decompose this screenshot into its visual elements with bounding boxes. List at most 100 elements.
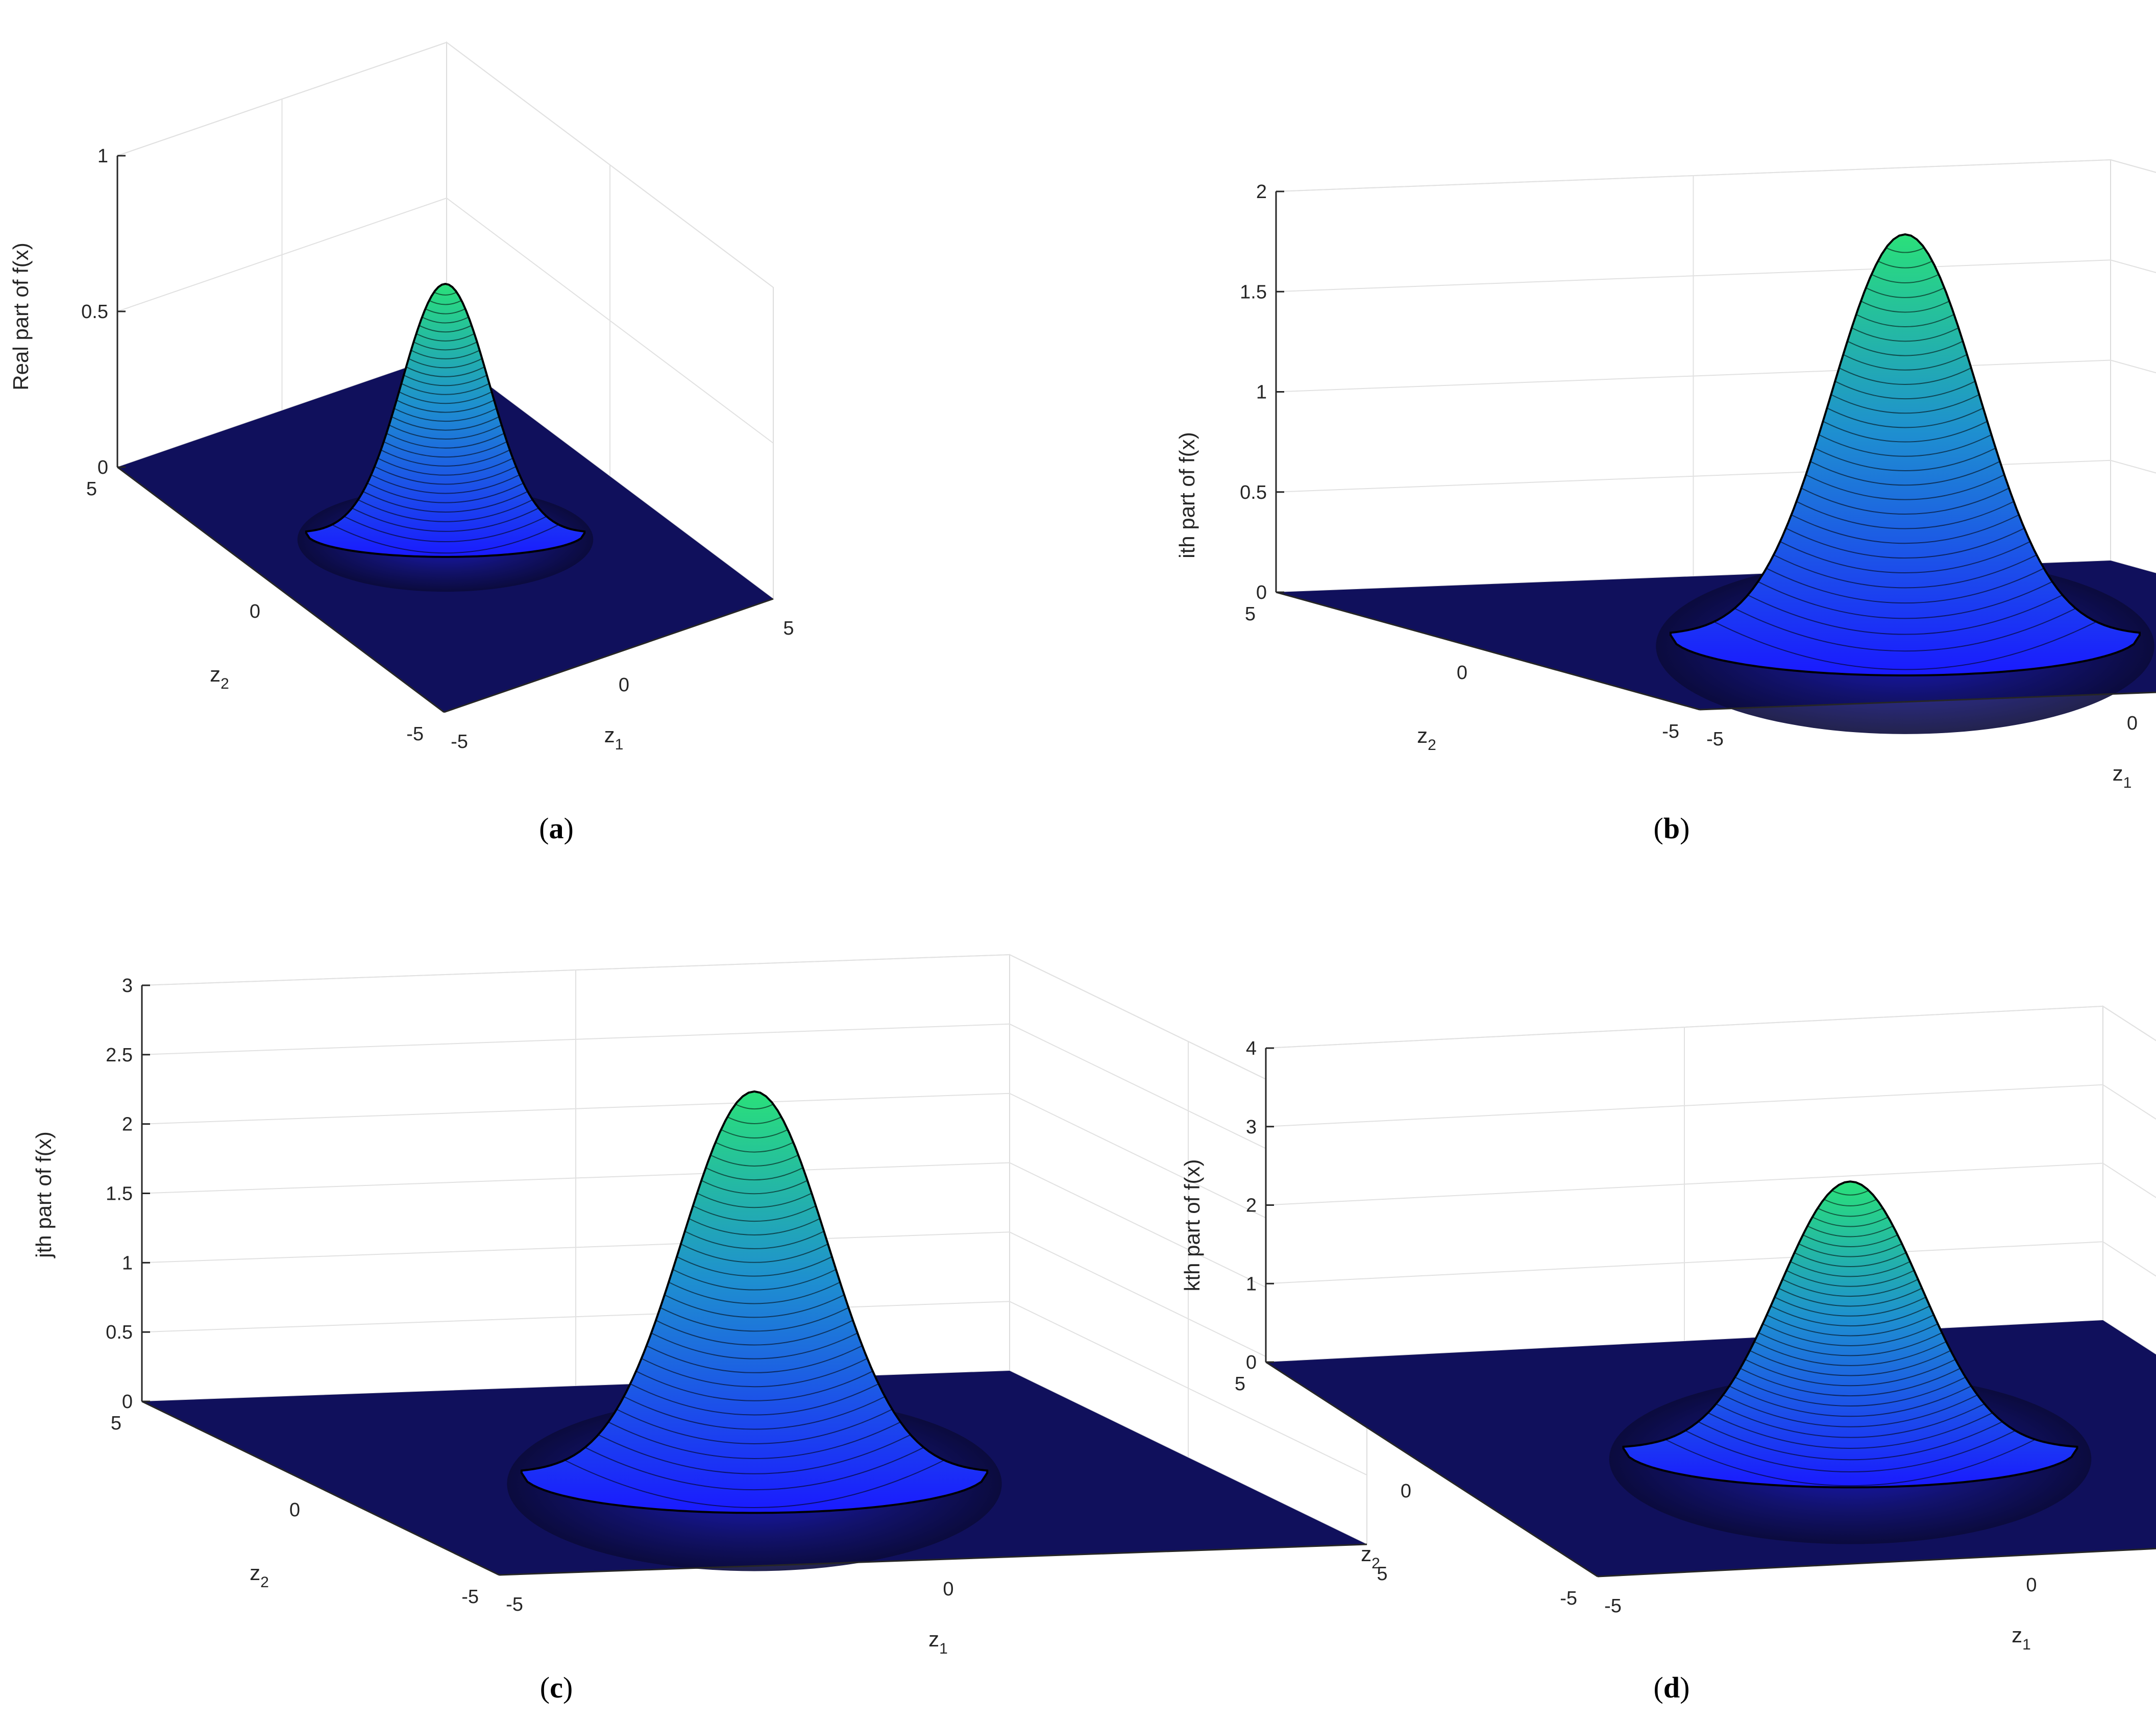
mesh-line bbox=[1698, 1421, 2003, 1461]
mesh-line bbox=[391, 416, 500, 431]
mesh-line bbox=[388, 424, 502, 440]
y-tick-label: 5 bbox=[86, 478, 97, 500]
mesh-line bbox=[1780, 541, 2030, 573]
z-gridline bbox=[117, 41, 774, 288]
mesh-line bbox=[1830, 394, 1980, 414]
mesh-line bbox=[357, 499, 533, 522]
mesh-line bbox=[344, 516, 547, 542]
mesh-line bbox=[630, 1383, 879, 1416]
x-axis-line bbox=[444, 598, 774, 713]
mesh-line bbox=[641, 1358, 868, 1388]
mesh-line bbox=[401, 383, 490, 395]
mesh-line bbox=[1790, 1261, 1910, 1277]
mesh-line bbox=[1796, 501, 2014, 529]
z-gridline bbox=[1276, 459, 2156, 493]
z-gridline bbox=[141, 1301, 1367, 1476]
surface-peak bbox=[1670, 233, 2141, 676]
y-tick-label: -5 bbox=[406, 723, 424, 745]
z-tick-label: 3 bbox=[1246, 1117, 1257, 1138]
mesh-line bbox=[1770, 1305, 1930, 1327]
x-axis-line bbox=[499, 1543, 1367, 1576]
mesh-line bbox=[646, 1345, 863, 1373]
mesh-line bbox=[1723, 1394, 1978, 1427]
mesh-line bbox=[1823, 421, 1988, 443]
mesh-line bbox=[1758, 1332, 1943, 1356]
mesh-line bbox=[1739, 1368, 1961, 1397]
y-axis-label: z2 bbox=[1417, 723, 1436, 754]
y-tick-label: 5 bbox=[111, 1413, 121, 1434]
mesh-line bbox=[1747, 594, 2063, 635]
mesh-line bbox=[399, 391, 492, 404]
mesh-line bbox=[1782, 1279, 1919, 1297]
z-tick-label: 1 bbox=[97, 145, 108, 167]
mesh-line bbox=[564, 1460, 945, 1508]
z-tick-label: 0 bbox=[122, 1391, 133, 1413]
mesh-line bbox=[367, 482, 524, 503]
z-tick-label: 0.5 bbox=[1240, 482, 1267, 503]
z-tick-label: 0.5 bbox=[106, 1322, 133, 1343]
z-tick-label: 1.5 bbox=[106, 1183, 133, 1205]
mesh-line bbox=[429, 300, 462, 305]
mesh-line bbox=[1812, 1217, 1889, 1227]
z-tick-label: 0 bbox=[97, 457, 108, 478]
z-tick-label: 1 bbox=[1256, 382, 1267, 403]
surface-mesh bbox=[1713, 247, 2097, 670]
mesh-line bbox=[1877, 260, 1933, 269]
z-tick-label: 0.5 bbox=[81, 301, 108, 323]
x-axis-label: z1 bbox=[2113, 761, 2132, 791]
mesh-line bbox=[1856, 314, 1954, 327]
mesh-line bbox=[616, 1409, 893, 1444]
z-gridline bbox=[1265, 1162, 2156, 1206]
mesh-line bbox=[362, 491, 528, 513]
mesh-line bbox=[1831, 1190, 1869, 1196]
mesh-line bbox=[710, 1154, 799, 1167]
z-tick-label: 3 bbox=[122, 975, 133, 997]
mesh-line bbox=[1685, 1430, 2016, 1472]
z-gridline bbox=[141, 1093, 1367, 1268]
mesh-line bbox=[1754, 1341, 1947, 1366]
mesh-line bbox=[1786, 1270, 1915, 1287]
mesh-line bbox=[1847, 341, 1964, 356]
mesh-line bbox=[1826, 407, 1984, 428]
surface-mesh bbox=[564, 1103, 945, 1508]
mesh-line bbox=[660, 1307, 849, 1332]
z-gridline bbox=[1265, 1241, 2156, 1284]
mesh-line bbox=[331, 524, 559, 554]
z-gridline bbox=[141, 1162, 1367, 1337]
y-tick-label: 5 bbox=[1235, 1373, 1245, 1395]
mesh-line bbox=[386, 432, 505, 449]
mesh-line bbox=[1749, 1350, 1951, 1376]
mesh-line bbox=[1802, 1234, 1898, 1247]
mesh-line bbox=[672, 1269, 837, 1291]
mesh-line bbox=[410, 350, 480, 359]
mesh-line bbox=[422, 317, 469, 324]
mesh-line bbox=[1734, 1376, 1966, 1406]
mesh-line bbox=[1766, 568, 2044, 604]
y-tick-label: 0 bbox=[289, 1499, 300, 1521]
axes: 00.511.522.53-505-505 bbox=[106, 975, 1387, 1615]
x-tick-label: -5 bbox=[506, 1594, 523, 1615]
mesh-line bbox=[1817, 1207, 1883, 1217]
mesh-line bbox=[1716, 1403, 1985, 1438]
z-axis-label: ith part of f(x) bbox=[1175, 432, 1199, 558]
mesh-line bbox=[705, 1167, 803, 1181]
z-tick-label: 0 bbox=[1256, 582, 1267, 603]
z-tick-label: 1 bbox=[122, 1252, 133, 1274]
mesh-line bbox=[1851, 327, 1959, 342]
mesh-line bbox=[721, 1129, 788, 1138]
mesh-line bbox=[684, 1230, 824, 1249]
mesh-line bbox=[371, 474, 520, 494]
x-tick-label: -5 bbox=[1706, 729, 1724, 750]
mesh-line bbox=[406, 366, 485, 377]
x-axis-label: z1 bbox=[2012, 1623, 2031, 1653]
y-tick-label: -5 bbox=[1560, 1588, 1577, 1609]
mesh-line bbox=[608, 1421, 901, 1459]
y-axis-line bbox=[117, 466, 445, 713]
mesh-line bbox=[584, 1447, 924, 1491]
x-tick-label: 0 bbox=[943, 1579, 953, 1600]
y-axis-line bbox=[1276, 591, 1700, 711]
mesh-line bbox=[1713, 621, 2097, 670]
mesh-line bbox=[1805, 474, 2005, 500]
